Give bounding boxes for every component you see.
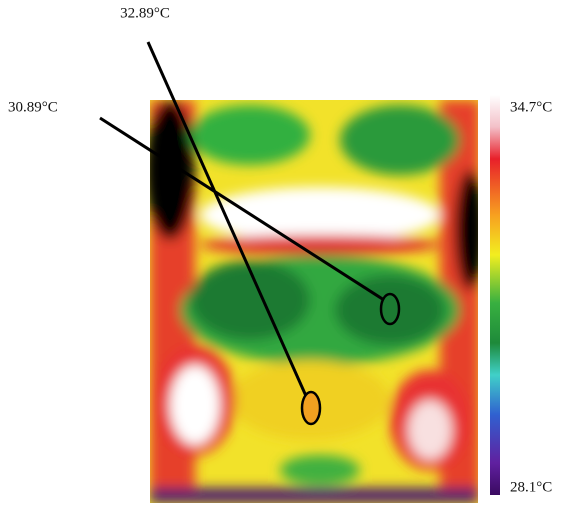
scale-min-label: 28.1°C [510,479,552,495]
annotation-label: 32.89°C [120,5,170,21]
thermal-image [145,100,485,503]
annotation-label: 30.89°C [8,99,58,115]
color-scale [490,95,500,495]
scale-max-label: 34.7°C [510,99,552,115]
measure-region [302,392,320,424]
thermal-figure: 34.7°C 28.1°C 32.89°C 30.89°C [0,0,578,503]
